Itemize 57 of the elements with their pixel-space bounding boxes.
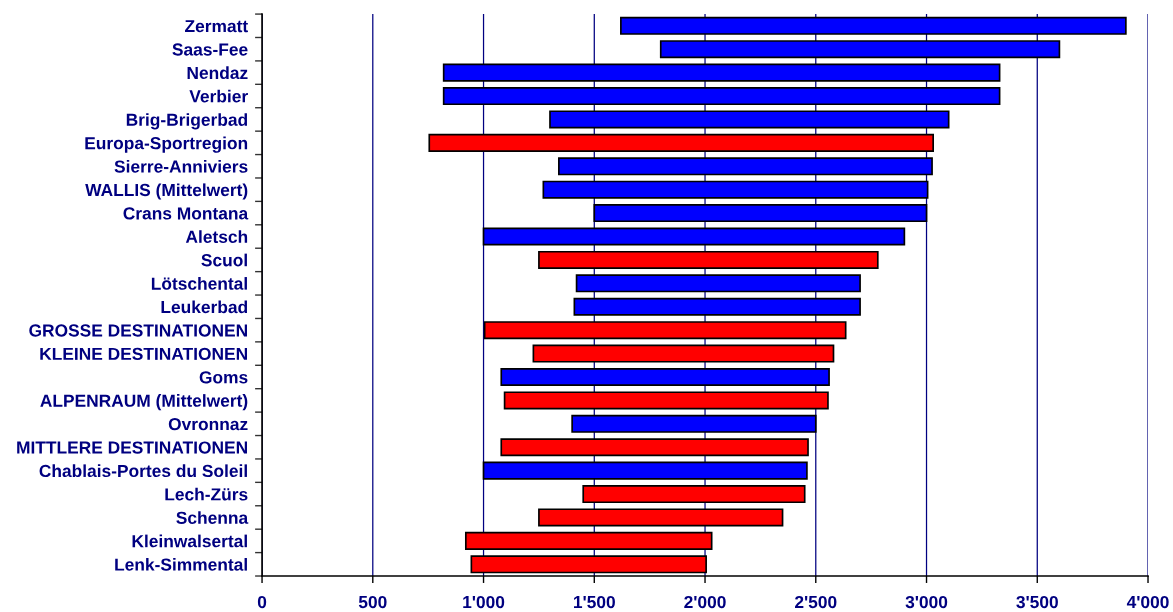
y-tick-label: KLEINE DESTINATIONEN [40,347,247,361]
y-tick-label: Brig-Brigerbad [126,113,248,130]
bar [571,414,817,433]
y-tick-label: Goms [199,371,248,384]
bar [532,344,835,363]
y-tick-label: Chablais-Portes du Soleil [39,464,247,478]
y-tick-label: Scuol [201,253,247,267]
bar [620,16,1127,35]
bar [483,321,847,340]
x-tick-label: 2'000 [684,595,726,609]
x-tick-label: 1'000 [463,595,505,609]
y-tick-label: Lech-Zürs [165,487,248,501]
y-tick-label: Saas-Fee [172,43,248,56]
x-tick-label: 1'500 [574,595,615,609]
y-tick-label: Nendaz [187,66,248,80]
bar [538,250,879,269]
y-tick-label: MITTLERE DESTINATIONEN [17,441,247,454]
y-tick-label: Aletsch [185,230,248,243]
y-tick-label: Leukerbad [161,300,248,314]
bar [593,204,928,223]
x-tick-label: 2'500 [795,595,837,609]
x-tick-label: 3'500 [1016,595,1058,609]
bar [500,367,830,387]
y-tick-label: Schenna [176,511,249,524]
bar [482,461,808,480]
bar [558,157,933,176]
y-tick-label: WALLIS (Mittelwert) [85,183,248,200]
y-tick-label: Sierre-Anniviers [114,159,248,173]
y-tick-label: Crans Montana [123,207,249,220]
bar [503,391,829,410]
x-tick-label: 3'000 [905,595,948,609]
y-tick-label: Lötschental [151,277,247,290]
bar [464,531,713,550]
bar [573,297,861,316]
bar [428,133,935,152]
y-tick-label: Kleinwalsertal [132,534,247,548]
bar [538,508,784,527]
bar [575,274,861,293]
bar [442,86,1001,106]
y-tick-label: GROSSE DESTINATIONEN [29,324,247,337]
y-tick-label: Verbier [189,89,248,103]
y-tick-label: Europa-Sportregion [85,136,248,153]
x-tick-label: 4'000 [1126,595,1169,609]
bar [542,180,929,199]
bar [659,40,1061,59]
x-tick-label: 0 [257,595,267,609]
y-tick-label: Lenk-Simmental [115,558,247,571]
bar [482,227,906,246]
bar [582,485,806,504]
y-tick-label: ALPENRAUM (Mittelwert) [40,394,248,411]
x-tick-label: 500 [358,595,387,609]
bar [470,555,707,574]
bar [500,438,809,457]
y-tick-label: Zermatt [185,20,248,33]
y-tick-label: Ovronnaz [168,417,248,431]
bar [442,63,1001,82]
bar [549,110,950,129]
